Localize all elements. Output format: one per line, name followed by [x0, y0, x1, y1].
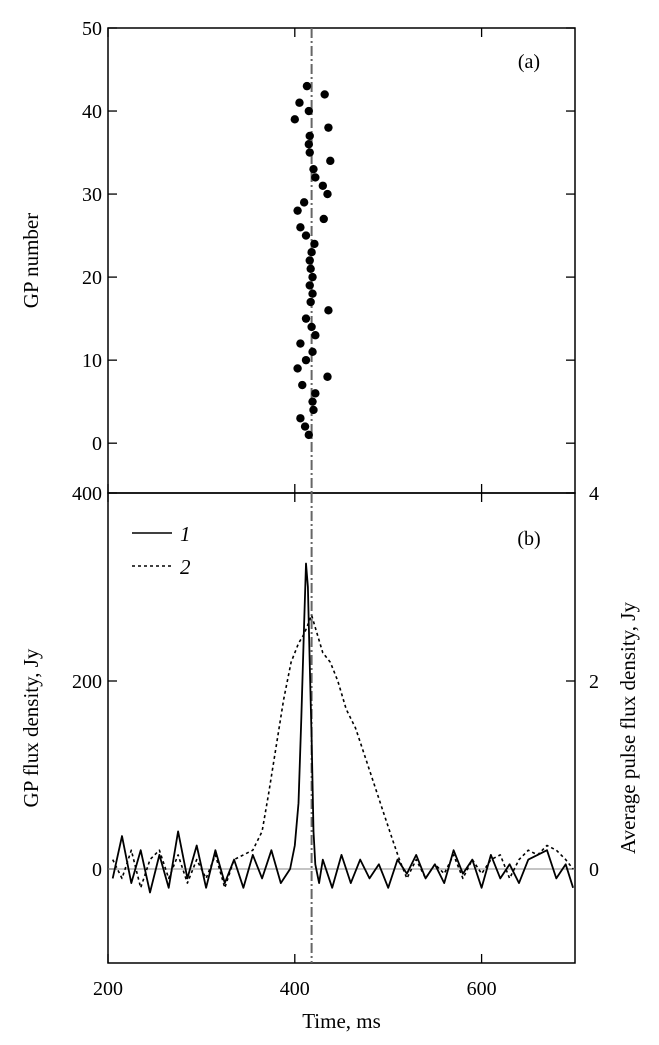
panel-b-ytick-label: 0	[92, 859, 102, 881]
scatter-point	[301, 314, 311, 323]
scatter-point	[305, 148, 314, 157]
scatter-point	[306, 264, 315, 274]
scatter-point	[295, 98, 304, 107]
scatter-point	[304, 106, 314, 116]
scatter-point	[306, 297, 315, 307]
panel-a-ytick-label: 40	[82, 101, 102, 123]
scatter-point	[319, 214, 328, 224]
scatter-point	[311, 173, 320, 182]
scatter-point	[326, 156, 335, 166]
panel-b-xlabel: Time, ms	[302, 1009, 381, 1033]
scatter-point	[308, 289, 317, 298]
scatter-point	[305, 131, 314, 141]
scatter-point	[302, 81, 312, 91]
panel-b-ytick-right-label: 4	[589, 483, 599, 505]
scatter-point	[324, 123, 333, 132]
panel-b-ytick-label: 200	[72, 671, 102, 693]
panel-a-ytick-label: 20	[82, 267, 102, 289]
scatter-point	[323, 189, 332, 199]
panel-b-ylabel: GP flux density, Jy	[19, 648, 43, 807]
scatter-point	[296, 414, 305, 423]
scatter-point	[308, 272, 317, 282]
scatter-point	[308, 347, 317, 357]
scatter-point	[300, 422, 310, 431]
scatter-point	[305, 256, 314, 265]
panel-b-label: (b)	[517, 528, 540, 550]
scatter-point	[307, 322, 316, 332]
scatter-point	[304, 430, 314, 440]
panel-a-ylabel: GP number	[19, 213, 43, 308]
scatter-point	[293, 206, 302, 215]
scatter-point	[324, 306, 333, 315]
legend-label-2: 2	[180, 555, 191, 579]
scatter-point	[323, 372, 332, 381]
scatter-point	[307, 247, 316, 257]
panel-b-xtick-label: 600	[467, 978, 497, 1000]
scatter-point	[318, 181, 328, 190]
series-line-2	[111, 614, 574, 889]
scatter-point	[309, 405, 318, 415]
scatter-point	[310, 239, 319, 249]
panel-a-ytick-label: 30	[82, 184, 102, 206]
scatter-point	[308, 397, 317, 406]
panel-b-ytick-label: 400	[72, 483, 102, 505]
scatter-point	[296, 223, 305, 232]
panel-a-label: (a)	[518, 51, 540, 73]
scatter-point	[304, 140, 314, 149]
scatter-point	[298, 380, 307, 390]
panel-b-frame	[107, 492, 576, 964]
scatter-point	[309, 164, 318, 174]
scatter-point	[305, 281, 314, 290]
legend-label-1: 1	[180, 522, 191, 546]
scatter-point	[301, 355, 311, 365]
scatter-point	[311, 331, 320, 340]
series-line-1	[111, 562, 574, 894]
panel-a-frame	[107, 27, 576, 494]
panel-b-ytick-right-label: 2	[589, 671, 599, 693]
scatter-point	[293, 364, 302, 373]
scatter-point	[299, 198, 309, 207]
panel-a-ytick-label: 50	[82, 18, 102, 40]
scatter-point	[296, 339, 305, 348]
panel-a-ytick-label: 10	[82, 350, 102, 372]
panel-b-xtick-label: 200	[93, 978, 123, 1000]
scatter-point	[311, 389, 320, 398]
scatter-point	[290, 115, 299, 124]
panel-b-ylabel-right: Average pulse flux density, Jy	[616, 602, 640, 854]
scatter-point	[301, 231, 311, 240]
panel-b-ytick-right-label: 0	[589, 859, 599, 881]
panel-a-ytick-label: 0	[92, 433, 102, 455]
panel-b-xtick-label: 400	[280, 978, 310, 1000]
scatter-point	[320, 90, 329, 99]
